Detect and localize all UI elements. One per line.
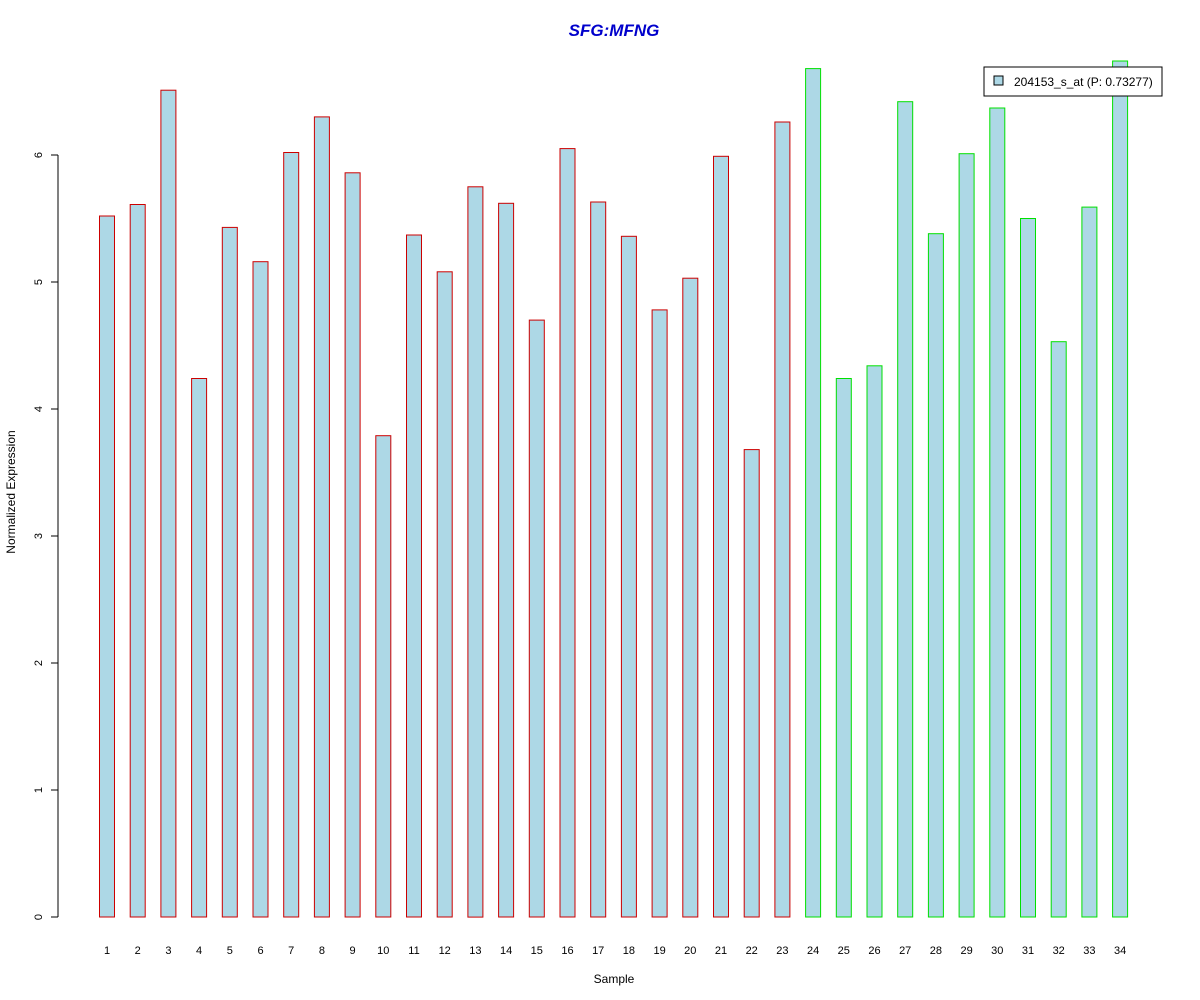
x-tick-label: 34	[1114, 945, 1126, 957]
x-tick-label: 16	[561, 945, 573, 957]
y-tick-label: 0	[33, 914, 45, 920]
bars	[99, 60, 1129, 918]
x-tick-label: 21	[715, 945, 727, 957]
bar-sample-4	[191, 378, 208, 918]
bar-sample-18	[620, 235, 637, 918]
x-tick-label: 30	[991, 945, 1003, 957]
bar-sample-25	[835, 378, 852, 918]
y-tick-label: 5	[33, 279, 45, 285]
bar-sample-7	[283, 152, 300, 918]
bar-sample-32	[1050, 341, 1067, 918]
legend: 204153_s_at (P: 0.73277)	[983, 66, 1163, 97]
legend-swatch	[993, 75, 1004, 86]
y-tick-label: 1	[33, 787, 45, 793]
chart-title: SFG:MFNG	[569, 21, 660, 40]
x-axis-tick-labels: 1 2 3 4 5 6 7 8 9 10 11 12 13 14 15 16 17 18 19 20 21 22 23 24 2…	[104, 945, 1126, 957]
legend-label: 204153_s_at (P: 0.73277)	[1014, 75, 1153, 89]
bar-sample-24	[805, 68, 822, 918]
bar-sample-17	[590, 201, 607, 918]
bar-sample-13	[467, 186, 484, 918]
x-tick-label: 4	[196, 945, 202, 957]
x-tick-label: 11	[408, 945, 419, 957]
x-tick-label: 14	[500, 945, 512, 957]
bar-sample-33	[1081, 206, 1098, 918]
x-tick-label: 32	[1053, 945, 1065, 957]
bar-sample-12	[436, 271, 453, 918]
bar-sample-34	[1112, 60, 1129, 918]
x-tick-label: 17	[592, 945, 604, 957]
bar-sample-11	[406, 234, 422, 918]
bar-sample-28	[927, 233, 944, 918]
bar-sample-31	[1020, 218, 1036, 918]
x-tick-label: 29	[960, 945, 972, 957]
x-tick-label: 19	[653, 945, 665, 957]
y-tick-label: 2	[33, 660, 45, 666]
x-tick-label: 12	[439, 945, 451, 957]
x-tick-label: 7	[288, 945, 294, 957]
x-tick-label: 31	[1022, 945, 1034, 957]
x-tick-label: 22	[746, 945, 758, 957]
x-tick-label: 27	[899, 945, 911, 957]
x-tick-label: 5	[227, 945, 233, 957]
x-tick-label: 9	[350, 945, 356, 957]
bar-sample-9	[344, 172, 361, 918]
bar-sample-21	[713, 155, 729, 918]
x-tick-label: 28	[930, 945, 942, 957]
x-axis-label: Sample	[594, 972, 635, 986]
bar-sample-22	[743, 449, 760, 918]
x-tick-label: 20	[684, 945, 696, 957]
y-tick-label: 4	[33, 406, 45, 412]
bar-sample-2	[129, 204, 146, 918]
bar-sample-16	[559, 148, 576, 918]
bar-sample-6	[252, 261, 269, 918]
x-tick-label: 6	[257, 945, 263, 957]
bar-sample-20	[682, 277, 699, 918]
y-axis: 0 1 2 3 4 5 6	[33, 152, 59, 920]
x-tick-label: 15	[531, 945, 543, 957]
bar-sample-14	[498, 202, 515, 918]
bar-sample-29	[958, 153, 975, 918]
x-tick-label: 33	[1083, 945, 1095, 957]
x-tick-label: 10	[377, 945, 389, 957]
bar-sample-8	[313, 116, 330, 918]
x-tick-label: 23	[776, 945, 788, 957]
y-tick-label: 6	[33, 152, 45, 158]
x-tick-label: 24	[807, 945, 819, 957]
y-tick-label: 3	[33, 533, 45, 539]
bar-sample-19	[651, 309, 668, 918]
x-tick-label: 3	[165, 945, 171, 957]
x-tick-label: 26	[868, 945, 880, 957]
x-tick-label: 13	[469, 945, 481, 957]
bar-sample-1	[99, 215, 115, 918]
bar-sample-10	[375, 435, 392, 918]
x-tick-label: 2	[135, 945, 141, 957]
legend-box	[983, 66, 1163, 97]
x-tick-label: 8	[319, 945, 325, 957]
bar-sample-30	[989, 107, 1006, 918]
x-tick-label: 1	[104, 945, 110, 957]
x-tick-label: 18	[623, 945, 635, 957]
bar-sample-3	[160, 89, 177, 918]
bar-sample-27	[897, 101, 914, 918]
y-axis-label: Normalized Expression	[4, 430, 18, 553]
bar-sample-5	[221, 226, 238, 918]
bar-sample-15	[528, 319, 545, 918]
bar-sample-23	[774, 121, 791, 918]
x-tick-label: 25	[838, 945, 850, 957]
bar-sample-26	[866, 365, 883, 918]
